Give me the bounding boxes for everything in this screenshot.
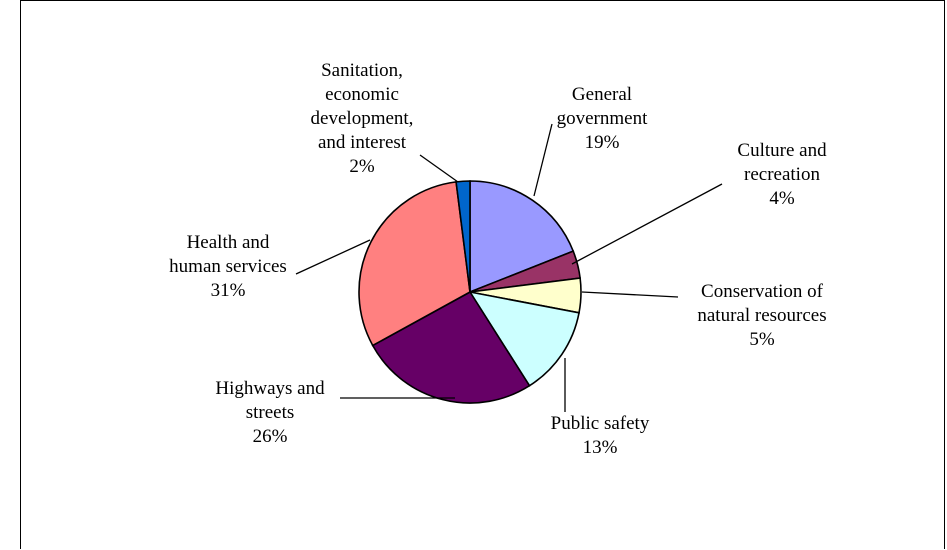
slice-labels: General government 19% Culture and recreatio…	[169, 60, 827, 458]
leader-line-0	[533, 123, 553, 197]
slice-label-line: natural resources	[697, 305, 826, 326]
slice-percent: 13%	[583, 437, 618, 458]
slice-label-5: Health and human services 31%	[169, 232, 287, 301]
slice-percent: 2%	[349, 156, 375, 177]
slice-label-line: recreation	[744, 164, 820, 185]
slice-label-line: development,	[311, 108, 414, 129]
slice-label-line: Culture and	[737, 140, 827, 161]
pie-slices	[358, 180, 582, 404]
slice-label-4: Highways and streets 26%	[215, 378, 325, 447]
slice-percent: 26%	[253, 426, 288, 447]
slice-label-3: Public safety 13%	[551, 413, 650, 458]
pie-slice-0	[469, 180, 575, 294]
leader-line-2	[581, 291, 679, 298]
slice-label-2: Conservation of natural resources 5%	[697, 281, 826, 350]
slice-label-0: General government 19%	[557, 84, 648, 153]
slice-label-line: Conservation of	[701, 281, 824, 302]
slice-label-line: General	[572, 84, 632, 105]
slice-label-line: Health and	[187, 232, 270, 253]
slice-percent: 5%	[749, 329, 775, 350]
pie-slice-3	[468, 290, 580, 387]
slice-percent: 19%	[585, 132, 620, 153]
slice-label-line: and interest	[318, 132, 407, 153]
slice-label-line: human services	[169, 256, 287, 277]
slice-percent: 4%	[769, 188, 795, 209]
slice-label-line: Public safety	[551, 413, 650, 434]
pie-slice-6	[455, 180, 471, 293]
leader-lines	[295, 123, 723, 412]
leader-line-1	[571, 183, 723, 265]
slice-label-line: streets	[246, 402, 295, 423]
slice-label-line: Sanitation,	[321, 60, 403, 81]
slice-label-1: Culture and recreation 4%	[737, 140, 827, 209]
slice-percent: 31%	[211, 280, 246, 301]
slice-label-6: Sanitation, economic development, and inter…	[311, 60, 414, 177]
pie-slice-4	[371, 290, 531, 404]
slice-label-line: economic	[325, 84, 399, 105]
slice-label-line: Highways and	[215, 378, 325, 399]
leader-line-5	[295, 239, 371, 275]
slice-label-line: government	[557, 108, 648, 129]
leader-line-6	[419, 154, 459, 183]
pie-slice-5	[358, 180, 471, 347]
